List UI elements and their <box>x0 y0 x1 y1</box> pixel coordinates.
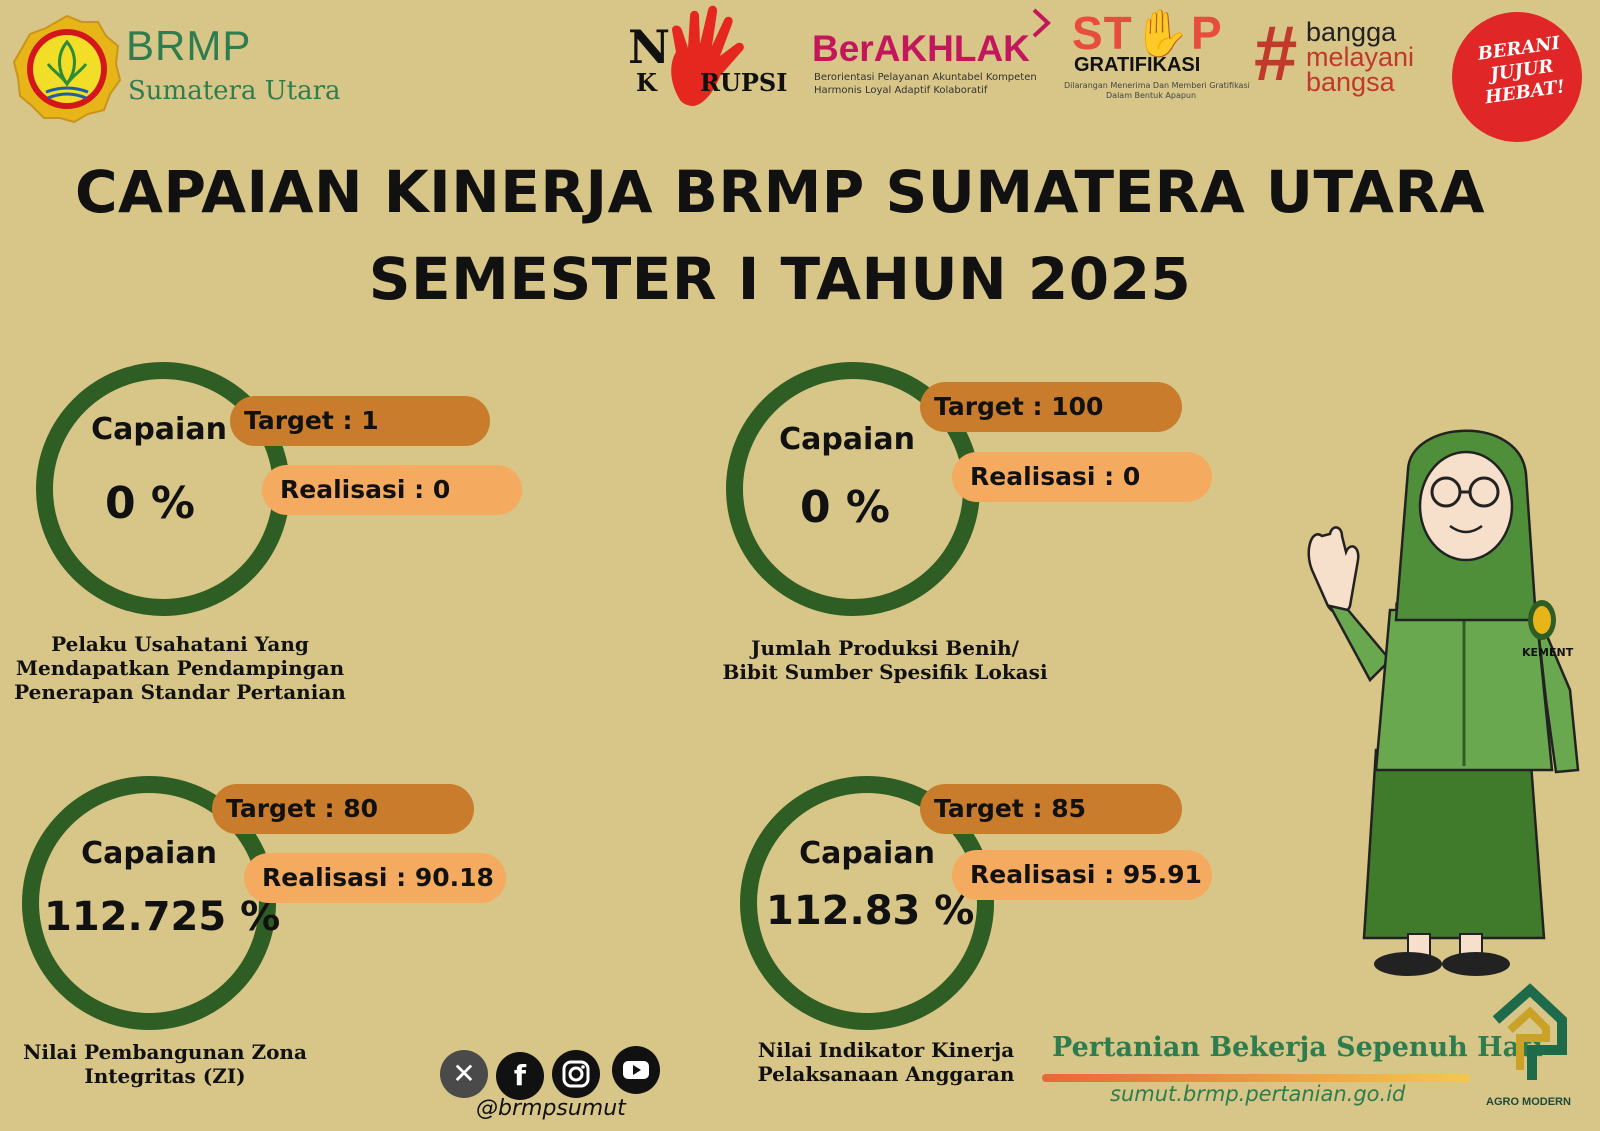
realisasi-pill: Realisasi : 0 <box>262 465 522 515</box>
nokorupsi-k: K <box>636 68 657 97</box>
kpi-description: Nilai Indikator Kinerja Pelaksanaan Angg… <box>716 1038 1056 1086</box>
capaian-label: Capaian <box>81 836 217 871</box>
instagram-icon[interactable] <box>552 1050 600 1098</box>
target-pill: Target : 85 <box>920 784 1182 834</box>
kpi-description-line: Pelaksanaan Anggaran <box>757 1062 1015 1086</box>
kpi-description: Nilai Pembangunan Zona Integritas (ZI) <box>0 1040 330 1088</box>
target-pill: Target : 80 <box>212 784 474 834</box>
capaian-value: 0 % <box>799 482 891 533</box>
kpi-description-line: Nilai Indikator Kinerja <box>757 1038 1015 1062</box>
kpi-description-line: Jumlah Produksi Benih/ <box>751 636 1019 660</box>
x-icon[interactable]: ✕ <box>440 1050 488 1098</box>
chevron-right-icon <box>1032 8 1051 38</box>
berakhlak-line-2: Harmonis Loyal Adaptif Kolaboratif <box>814 85 988 96</box>
realisasi-pill: Realisasi : 0 <box>952 452 1212 502</box>
uniform-badge-text: KEMENT <box>1522 646 1574 659</box>
nokorupsi-rupsi: RUPSI <box>700 68 788 97</box>
agro-modern-logo-icon <box>1492 983 1567 1080</box>
gratifikasi-label: GRATIFIKASI <box>1074 54 1201 76</box>
facebook-icon[interactable]: f <box>496 1052 544 1100</box>
slogan: Pertanian Bekerja Sepenuh Hati <box>1052 1032 1543 1063</box>
hashtag-icon: # <box>1254 9 1298 97</box>
stop-gratifikasi-title: ST✋P <box>1072 7 1223 59</box>
kementan-logo-icon <box>12 14 122 124</box>
social-handle[interactable]: @brmpsumut <box>476 1096 626 1121</box>
staff-illustration: KEMENT <box>1307 429 1580 976</box>
page-title-line-2: SEMESTER I TAHUN 2025 <box>368 245 1192 313</box>
slogan-underline <box>1042 1074 1470 1082</box>
realisasi-pill: Realisasi : 90.18 <box>244 853 506 903</box>
capaian-label: Capaian <box>799 836 935 871</box>
kpi-description-line: Integritas (ZI) <box>84 1064 246 1088</box>
bangga-melayani-bangsa: bangga melayani bangsa <box>1306 17 1415 97</box>
brand-name: BRMP <box>126 22 252 69</box>
nokorupsi-n: N <box>628 20 671 74</box>
kpi-description-line: Pelaku Usahatani Yang <box>51 632 309 656</box>
kpi-description: Pelaku Usahatani Yang Mendapatkan Pendam… <box>10 632 350 704</box>
berani-jujur-hebat-badge <box>1452 12 1582 142</box>
berakhlak-logo: BerAKHLAK <box>812 28 1030 69</box>
berakhlak-line-1: Berorientasi Pelayanan Akuntabel Kompete… <box>814 72 1037 83</box>
capaian-value: 112.725 % <box>44 894 281 940</box>
kpi-description-line: Nilai Pembangunan Zona <box>23 1040 307 1064</box>
kpi-description: Jumlah Produksi Benih/ Bibit Sumber Spes… <box>710 636 1060 684</box>
kpi-description-line: Bibit Sumber Spesifik Lokasi <box>722 660 1048 684</box>
kpi-description-line: Mendapatkan Pendampingan <box>15 656 345 680</box>
agro-modern-label: AGRO MODERN <box>1486 1096 1571 1108</box>
gratifikasi-line-1: Dilarangan Menerima Dan Memberi Gratifik… <box>1064 81 1250 90</box>
capaian-label: Capaian <box>779 422 915 457</box>
gratifikasi-line-2: Dalam Bentuk Apapun <box>1106 91 1197 100</box>
melayani-text: melayani <box>1306 42 1415 72</box>
bangsa-text: bangsa <box>1306 67 1395 97</box>
page-title-line-1: CAPAIAN KINERJA BRMP SUMATERA UTARA <box>74 158 1485 226</box>
target-pill: Target : 100 <box>920 382 1182 432</box>
berani-jujur-hebat-text: BERANI JUJUR HEBAT! <box>1476 32 1567 109</box>
capaian-value: 112.83 % <box>766 888 975 934</box>
realisasi-pill: Realisasi : 95.91 <box>952 850 1212 900</box>
capaian-value: 0 % <box>104 478 196 529</box>
kpi-description-line: Penerapan Standar Pertanian <box>14 680 346 704</box>
brand-subtitle: Sumatera Utara <box>128 76 341 106</box>
red-hand-icon <box>671 5 744 106</box>
capaian-label: Capaian <box>91 412 227 447</box>
youtube-icon[interactable] <box>612 1046 660 1094</box>
website-link[interactable]: sumut.brmp.pertanian.go.id <box>1110 1082 1406 1106</box>
target-pill: Target : 1 <box>230 396 490 446</box>
bangga-text: bangga <box>1306 17 1397 47</box>
